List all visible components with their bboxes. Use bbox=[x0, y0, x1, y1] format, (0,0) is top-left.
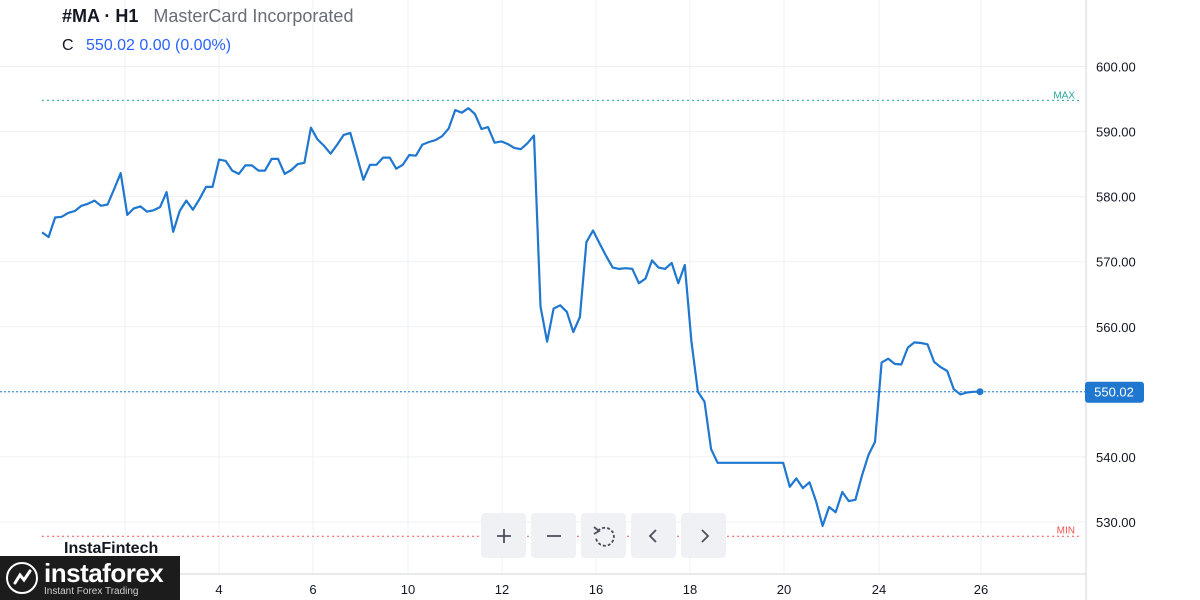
price-series-line bbox=[41, 107, 981, 528]
reset-icon bbox=[592, 525, 615, 547]
chevron-right-icon bbox=[700, 528, 709, 543]
min-label: MIN bbox=[1057, 525, 1075, 536]
minus-icon bbox=[546, 534, 561, 537]
x-tick-label: 4 bbox=[215, 582, 222, 597]
last-price-marker bbox=[976, 388, 984, 396]
scroll-left-button[interactable] bbox=[631, 513, 676, 558]
zoom-in-button[interactable] bbox=[481, 513, 526, 558]
last-price-tag-label: 550.02 bbox=[1094, 385, 1134, 400]
x-tick-label: 16 bbox=[589, 582, 603, 597]
y-tick-label: 530.00 bbox=[1096, 515, 1136, 530]
zoom-out-button[interactable] bbox=[531, 513, 576, 558]
close-label: C bbox=[62, 37, 74, 54]
chart-legend: #MA · H1 MasterCard Incorporated bbox=[62, 6, 353, 27]
y-tick-label: 560.00 bbox=[1096, 320, 1136, 335]
x-tick-label: 6 bbox=[309, 582, 316, 597]
brand-tagline: Instant Forex Trading bbox=[44, 585, 139, 597]
y-tick-label: 590.00 bbox=[1096, 125, 1136, 140]
y-tick-label: 600.00 bbox=[1096, 60, 1136, 75]
x-tick-label: 20 bbox=[777, 582, 791, 597]
x-tick-label: 26 bbox=[974, 582, 988, 597]
reset-button[interactable] bbox=[581, 513, 626, 558]
ohlc-legend: C 550.02 0.00 (0.00%) bbox=[62, 37, 231, 55]
x-tick-label: 24 bbox=[872, 582, 886, 597]
company-name: MasterCard Incorporated bbox=[153, 6, 354, 26]
max-label: MAX bbox=[1053, 90, 1075, 101]
brand-name: instaforex bbox=[44, 557, 164, 588]
last-price-tag bbox=[1085, 381, 1144, 403]
instafintech-watermark: InstaFintech bbox=[64, 540, 159, 557]
price-change: 0.00 (0.00%) bbox=[139, 37, 232, 54]
chevron-left-icon bbox=[648, 528, 657, 543]
x-tick-label: 10 bbox=[401, 582, 415, 597]
instaforex-logo-icon bbox=[0, 556, 44, 600]
instaforex-logo: instaforex Instant Forex Trading bbox=[0, 556, 180, 600]
plus-icon bbox=[496, 528, 511, 543]
close-value: 550.02 bbox=[86, 37, 135, 54]
scroll-right-button[interactable] bbox=[681, 513, 726, 558]
y-tick-label: 570.00 bbox=[1096, 255, 1136, 270]
y-tick-label: 580.00 bbox=[1096, 190, 1136, 205]
chart-toolbar bbox=[481, 513, 726, 558]
x-tick-label: 12 bbox=[495, 582, 509, 597]
y-tick-label: 540.00 bbox=[1096, 450, 1136, 465]
symbol-label[interactable]: #MA · H1 bbox=[62, 6, 139, 26]
x-tick-label: 18 bbox=[683, 582, 697, 597]
